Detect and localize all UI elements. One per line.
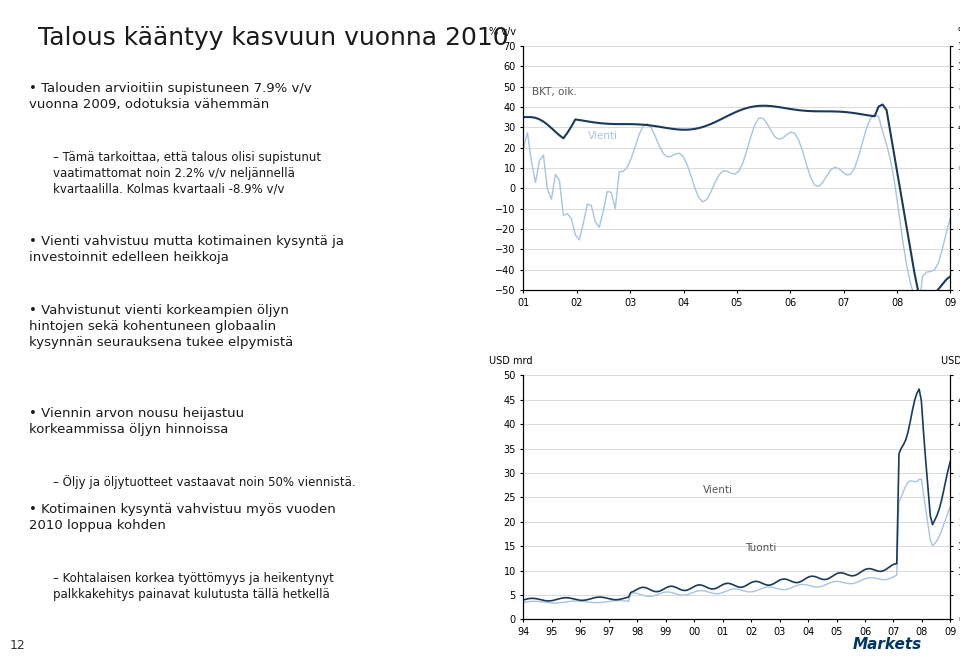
Text: Talous kääntyy kasvuun vuonna 2010: Talous kääntyy kasvuun vuonna 2010 [38, 26, 509, 50]
Text: • Viennin arvon nousu heijastuu
korkeammissa öljyn hinnoissa: • Viennin arvon nousu heijastuu korkeamm… [29, 407, 244, 436]
Text: • Vahvistunut vienti korkeampien öljyn
hintojen sekä kohentuneen globaalin
kysyn: • Vahvistunut vienti korkeampien öljyn h… [29, 304, 293, 349]
Text: USD mrd: USD mrd [941, 356, 960, 366]
Text: Nordea: Nordea [80, 36, 141, 50]
Text: – Tämä tarkoittaa, että talous olisi supistunut
vaatimattomat noin 2.2% v/v nelj: – Tämä tarkoittaa, että talous olisi sup… [53, 151, 321, 196]
Text: 12: 12 [10, 639, 25, 652]
Text: BKT, oik.: BKT, oik. [532, 87, 577, 97]
Text: % v/v: % v/v [957, 26, 960, 37]
Text: • Vienti vahvistuu mutta kotimainen kysyntä ja
investoinnit edelleen heikkoja: • Vienti vahvistuu mutta kotimainen kysy… [29, 235, 344, 264]
Text: • Kotimainen kysyntä vahvistuu myös vuoden
2010 loppua kohden: • Kotimainen kysyntä vahvistuu myös vuod… [29, 503, 336, 532]
Text: – Öljy ja öljytuotteet vastaavat noin 50% viennistä.: – Öljy ja öljytuotteet vastaavat noin 50… [53, 475, 355, 489]
Text: % v/v: % v/v [490, 26, 516, 37]
Text: – Kohtalaisen korkea työttömyys ja heikentynyt
palkkakehitys painavat kulutusta : – Kohtalaisen korkea työttömyys ja heike… [53, 572, 334, 601]
Text: • Talouden arvioitiin supistuneen 7.9% v/v
vuonna 2009, odotuksia vähemmän: • Talouden arvioitiin supistuneen 7.9% v… [29, 82, 312, 111]
Text: Markets: Markets [852, 637, 922, 652]
Text: Tuonti: Tuonti [746, 543, 777, 553]
Text: Vienti: Vienti [588, 131, 617, 141]
Text: USD mrd: USD mrd [490, 356, 533, 366]
Text: Vienti: Vienti [703, 484, 732, 495]
